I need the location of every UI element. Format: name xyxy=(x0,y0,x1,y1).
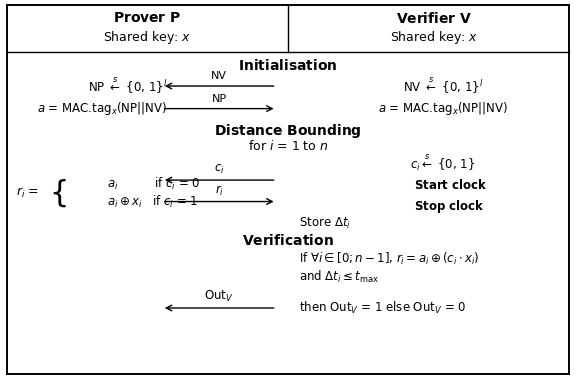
Text: Shared key: $x$: Shared key: $x$ xyxy=(104,29,192,45)
Text: $\mathbf{Start\ clock}$: $\mathbf{Start\ clock}$ xyxy=(414,178,487,192)
Text: $\mathbf{Stop\ clock}$: $\mathbf{Stop\ clock}$ xyxy=(414,198,484,215)
Text: NP $\overset{s}{\leftarrow}$ {0, 1}$^l$: NP $\overset{s}{\leftarrow}$ {0, 1}$^l$ xyxy=(88,76,167,96)
Text: $\mathbf{Verification}$: $\mathbf{Verification}$ xyxy=(242,233,334,248)
Text: Out$_V$: Out$_V$ xyxy=(204,289,234,304)
Text: NP: NP xyxy=(211,94,227,104)
Text: Shared key: $x$: Shared key: $x$ xyxy=(390,29,478,45)
Text: $c_i \overset{s}{\leftarrow}$ {0, 1}: $c_i \overset{s}{\leftarrow}$ {0, 1} xyxy=(410,153,475,173)
Text: $\mathbf{Prover}$ P: $\mathbf{Prover}$ P xyxy=(113,11,181,25)
Text: $a_i$          if $c_i$ = 0: $a_i$ if $c_i$ = 0 xyxy=(108,176,201,192)
Text: $\mathbf{Distance\ Bounding}$: $\mathbf{Distance\ Bounding}$ xyxy=(214,122,362,140)
FancyBboxPatch shape xyxy=(7,5,569,374)
Text: $a$ = MAC.tag$_x$(NP$||$NV): $a$ = MAC.tag$_x$(NP$||$NV) xyxy=(37,100,166,117)
Text: If $\forall i \in [0; n-1]$, $r_i = a_i \oplus (c_i \cdot x_i)$: If $\forall i \in [0; n-1]$, $r_i = a_i … xyxy=(300,251,480,267)
Text: $\mathbf{Verifier}$ V: $\mathbf{Verifier}$ V xyxy=(396,11,472,26)
Text: Store $\Delta t_i$: Store $\Delta t_i$ xyxy=(300,216,351,231)
Text: {: { xyxy=(49,179,69,208)
Text: $c_i$: $c_i$ xyxy=(214,163,225,176)
Text: $\mathbf{Initialisation}$: $\mathbf{Initialisation}$ xyxy=(238,58,338,73)
Text: $a_i \oplus x_i$   if $c_i$ = 1: $a_i \oplus x_i$ if $c_i$ = 1 xyxy=(108,194,198,210)
Text: NV $\overset{s}{\leftarrow}$ {0, 1}$^l$: NV $\overset{s}{\leftarrow}$ {0, 1}$^l$ xyxy=(403,76,483,96)
Text: $r_i$ =: $r_i$ = xyxy=(16,186,39,200)
Text: $a$ = MAC.tag$_x$(NP$||$NV): $a$ = MAC.tag$_x$(NP$||$NV) xyxy=(378,100,508,117)
Text: and $\Delta t_i \leq t_{\max}$: and $\Delta t_i \leq t_{\max}$ xyxy=(300,269,379,285)
Text: NV: NV xyxy=(211,71,227,81)
Text: then Out$_V$ = 1 else Out$_V$ = 0: then Out$_V$ = 1 else Out$_V$ = 0 xyxy=(300,300,467,316)
Text: for $i$ = 1 to $n$: for $i$ = 1 to $n$ xyxy=(248,139,328,153)
Text: $r_i$: $r_i$ xyxy=(215,184,223,198)
